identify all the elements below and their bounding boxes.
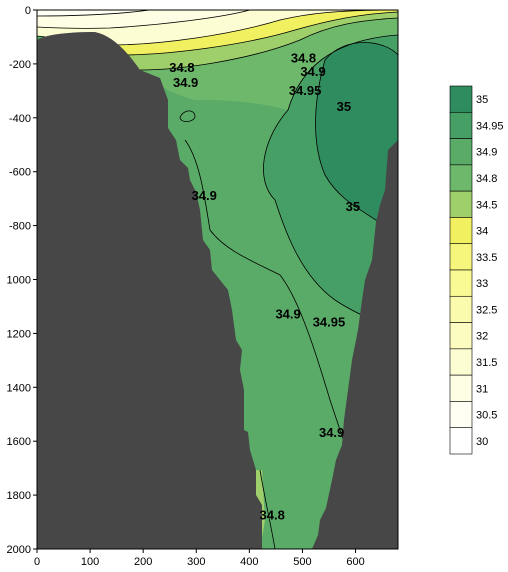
colorbar-swatch [449,401,473,429]
y-tick-label: 1200 [7,328,31,340]
contour-34.8-bottom [259,469,276,549]
contour-label: 34.9 [319,425,344,440]
x-tick-label: 500 [293,556,311,568]
contour-labels: 34.834.934.834.934.95353534.934.934.9534… [169,51,360,523]
seafloor-right [312,140,398,549]
y-tick-label: 1600 [7,436,31,448]
contour-label: 35 [346,199,360,214]
colorbar-label: 34.95 [476,120,504,132]
field-35 [315,42,398,240]
field-34.5 [120,12,398,70]
colorbar-swatch [449,269,473,297]
colorbar-label: 34 [476,226,488,238]
colorbar-swatch [449,374,473,402]
colorbar-swatch [449,427,473,455]
contour-34.8 [139,17,398,71]
colorbar-label: 31 [476,383,488,395]
contour-label: 34.95 [313,315,346,330]
colorbar-label: 32 [476,331,488,343]
field-30.5 [37,10,150,16]
colorbar-label: 33.5 [476,252,497,264]
y-tick-label: -400 [9,113,31,125]
seafloor-left [37,32,262,549]
y-tick-label: -800 [9,221,31,233]
colorbar-swatch [449,138,473,166]
y-tick-label: 1000 [7,275,31,287]
x-tick-label: 200 [134,556,152,568]
y-tick-label: 2000 [7,544,31,556]
contour-34.95-upper [287,34,398,111]
colorbar-label: 30 [476,436,488,448]
contour-label: 34.8 [260,507,285,522]
x-tick-label: 100 [81,556,99,568]
colorbar-swatch [449,348,473,376]
colorbar-label: 30.5 [476,410,497,422]
contour-label: 35 [337,99,351,114]
colorbar-swatch [449,85,473,113]
x-tick-label: 400 [240,556,258,568]
contour-31 [37,10,251,29]
field-34.8 [140,18,398,110]
y-tick-label: 1800 [7,490,31,502]
colorbar-swatch [449,295,473,323]
y-axis: 0 -200 -400 -600 -800 1000 1200 1400 1600 1800 200… [7,5,37,556]
y-tick-label: -600 [9,167,31,179]
field-34.95 [263,35,398,330]
contour-label: 34.9 [275,307,300,322]
x-tick-label: 300 [187,556,205,568]
colorbar-swatch [449,164,473,192]
y-tick-label: -200 [9,59,31,71]
contour-30.5 [37,10,151,17]
contour-lines [37,10,398,549]
colorbar-label: 31.5 [476,357,497,369]
colorbar: 35 34.95 34.9 34.8 34.5 34 33.5 33 32.5 32 31.5 31 3… [449,85,504,455]
y-tick-label: 1400 [7,382,31,394]
colorbar-swatch [449,217,473,245]
x-tick-label: 0 [34,556,40,568]
contour-34.9-deep [184,139,351,461]
x-axis: 0 100 200 300 400 500 600 [34,549,365,568]
colorbar-swatch [449,111,473,139]
colorbar-swatch [449,322,473,350]
contour-label: 34.9 [192,188,217,203]
contour-label: 34.9 [300,64,325,79]
x-tick-label: 600 [346,556,364,568]
contour-label: 34.95 [289,83,322,98]
contour-label: 34.8 [169,60,194,75]
contour-34.5 [119,11,398,56]
field-34 [110,10,398,55]
colorbar-label: 34.9 [476,147,497,159]
seafloor [37,32,398,549]
colorbar-label: 34.5 [476,199,497,211]
colorbar-swatch [449,190,473,218]
contour-label: 34.9 [173,75,198,90]
contour-label: 34.8 [291,51,316,66]
contour-35 [315,42,398,241]
colorbar-label: 35 [476,94,488,106]
colorbar-swatch [449,243,473,271]
colorbar-label: 33 [476,278,488,290]
contour-34.9-eddy [179,110,196,122]
contour-34.95 [263,109,398,331]
colorbar-label: 34.8 [476,173,497,185]
contour-34 [109,10,398,46]
colorbar-label: 32.5 [476,304,497,316]
y-tick-label: 0 [25,5,31,17]
